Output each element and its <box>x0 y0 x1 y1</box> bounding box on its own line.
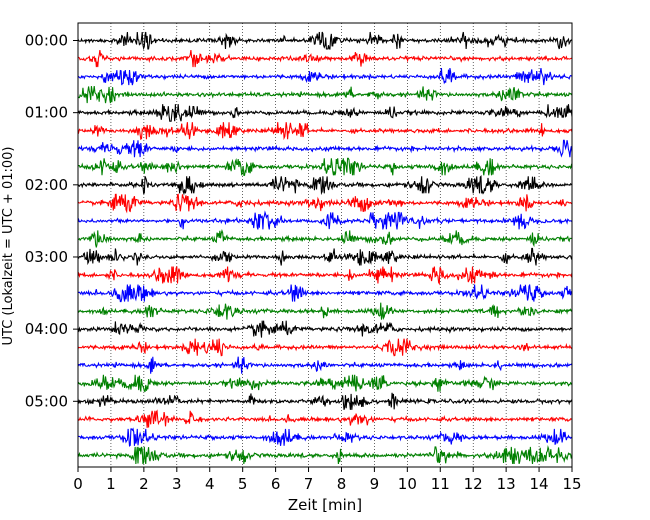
seismic-trace-4 <box>77 104 573 122</box>
x-tick-label: 5 <box>238 475 248 493</box>
x-tick-label: 3 <box>172 475 182 493</box>
seismic-trace-19 <box>77 374 573 393</box>
x-tick-label: 15 <box>562 475 581 493</box>
y-tick-label: 05:00 <box>25 392 68 410</box>
y-tick-label: 02:00 <box>25 176 68 194</box>
y-tick-label: 04:00 <box>25 320 68 338</box>
x-tick-label: 7 <box>304 475 314 493</box>
seismic-trace-11 <box>77 229 573 248</box>
x-tick-label: 4 <box>205 475 215 493</box>
x-tick-label: 1 <box>106 475 116 493</box>
y-tick-label: 03:00 <box>25 248 68 266</box>
x-tick-label: 12 <box>464 475 483 493</box>
seismic-trace-16 <box>77 320 573 338</box>
seismic-trace-5 <box>77 122 573 141</box>
seismic-trace-22 <box>77 427 573 447</box>
x-axis-ticks: 0 1 2 3 4 5 6 7 8 9 10 11 12 13 14 15 <box>73 467 582 493</box>
x-tick-label: 2 <box>139 475 149 493</box>
y-tick-label: 01:00 <box>25 104 68 122</box>
x-tick-label: 11 <box>431 475 450 493</box>
seismic-trace-6 <box>77 139 573 158</box>
seismic-trace-15 <box>77 302 573 321</box>
x-tick-label: 6 <box>271 475 281 493</box>
seismic-trace-23 <box>77 445 573 465</box>
plot-frame <box>77 22 573 468</box>
seismic-trace-18 <box>77 356 573 374</box>
seismic-trace-10 <box>77 210 573 230</box>
seismic-trace-1 <box>77 49 573 68</box>
x-tick-label: 8 <box>337 475 347 493</box>
seismic-trace-13 <box>77 266 573 286</box>
seismic-trace-14 <box>77 284 573 303</box>
x-tick-label: 0 <box>73 475 83 493</box>
seismic-trace-7 <box>77 157 573 176</box>
seismic-traces <box>77 31 573 465</box>
seismic-trace-21 <box>77 409 573 428</box>
seismic-trace-17 <box>77 338 573 357</box>
x-tick-label: 14 <box>530 475 549 493</box>
seismic-trace-3 <box>77 86 573 104</box>
x-tick-label: 10 <box>398 475 417 493</box>
y-axis-ticks: 00:00 01:00 02:00 03:00 04:00 05:00 <box>25 32 78 410</box>
seismic-trace-9 <box>77 193 573 214</box>
seismic-trace-8 <box>77 174 573 196</box>
seismic-trace-20 <box>77 392 573 410</box>
seismic-trace-0 <box>77 31 573 51</box>
x-grid-lines <box>110 23 540 467</box>
y-tick-label: 00:00 <box>25 32 68 50</box>
seismic-trace-12 <box>77 247 573 266</box>
x-tick-label: 9 <box>370 475 380 493</box>
x-axis-label: Zeit [min] <box>288 496 362 514</box>
seismic-trace-2 <box>77 67 573 86</box>
y-axis-label: UTC (Lokalzeit = UTC + 01:00) <box>1 147 16 346</box>
x-tick-label: 13 <box>497 475 516 493</box>
